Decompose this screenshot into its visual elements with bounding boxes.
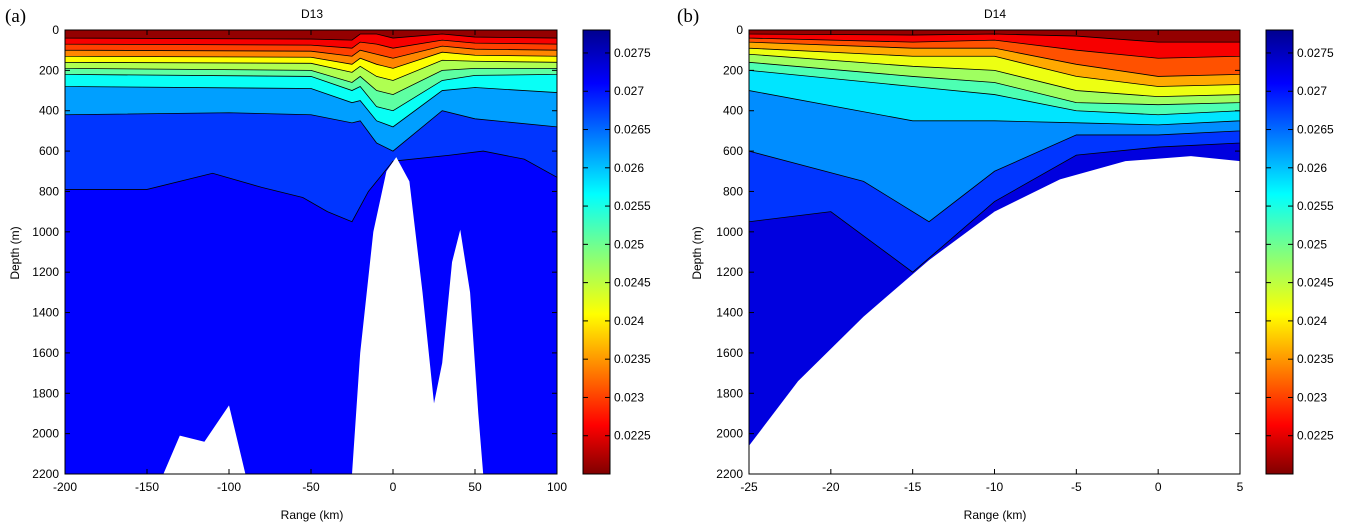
panel-b-colorbar-ticks: 0.0275 0.027 0.0265 0.026 0.0255 0.025 0.0245 0… [1266,46,1334,443]
colorbar-tick-label: 0.0275 [1297,46,1334,60]
y-tick-label: 0 [736,23,743,37]
y-tick-label: 400 [39,104,59,118]
x-tick-label: 0 [1155,480,1162,494]
panel-a-colorbar [582,29,611,475]
panel-a-plot-area [65,30,557,474]
panel-b: (b) D14 -25 -20 -15 -10 -5 0 5 0 200 400 600 800 100… [677,6,1334,522]
panel-a-title: D13 [301,7,323,21]
colorbar-tick-label: 0.0275 [614,46,651,60]
x-tick-label: 100 [547,480,567,494]
panel-a-label: (a) [5,6,26,27]
colorbar-tick-label: 0.0235 [1297,352,1334,366]
panel-a-axes: -200 -150 -100 -50 0 50 1000200400600800100012… [32,23,567,494]
x-tick-label: -25 [740,480,758,494]
y-tick-label: 1000 [32,225,59,239]
panel-b-title: D14 [984,7,1006,21]
colorbar-tick-label: 0.024 [1297,314,1327,328]
colorbar-tick-label: 0.0225 [614,429,651,443]
x-tick-label: 50 [468,480,482,494]
panel-b-y-axis-label: Depth (m) [690,226,704,279]
y-tick-label: 800 [39,184,59,198]
y-tick-label: 1600 [716,346,743,360]
y-tick-label: 600 [723,144,743,158]
colorbar-tick-label: 0.027 [614,84,644,98]
y-tick-label: 2200 [716,467,743,481]
colorbar-tick-label: 0.025 [1297,237,1327,251]
x-tick-label: -20 [822,480,840,494]
y-tick-label: 600 [39,144,59,158]
colorbar-tick-label: 0.025 [614,237,644,251]
colorbar-tick-label: 0.0255 [614,199,651,213]
y-tick-label: 200 [723,63,743,77]
panel-a-x-axis-label: Range (km) [281,508,344,522]
x-tick-label: -5 [1071,480,1082,494]
y-tick-label: 1800 [716,386,743,400]
y-tick-label: 1800 [32,386,59,400]
colorbar-tick-label: 0.0265 [1297,123,1334,137]
x-tick-label: 0 [390,480,397,494]
y-tick-label: 1200 [716,265,743,279]
y-tick-label: 0 [52,23,59,37]
colorbar-tick-label: 0.0245 [1297,276,1334,290]
x-tick-label: -15 [904,480,922,494]
x-tick-label: -100 [217,480,241,494]
y-tick-label: 1400 [32,306,59,320]
panel-b-colorbar [1265,29,1294,475]
x-tick-label: -200 [53,480,77,494]
colorbar-tick-label: 0.0265 [614,123,651,137]
y-tick-label: 2200 [32,467,59,481]
colorbar-tick-label: 0.0235 [614,352,651,366]
x-tick-label: -50 [302,480,320,494]
colorbar-tick-label: 0.026 [1297,161,1327,175]
colorbar-tick-label: 0.0245 [614,276,651,290]
y-tick-label: 1600 [32,346,59,360]
panel-b-x-axis-label: Range (km) [964,508,1027,522]
colorbar-tick-label: 0.024 [614,314,644,328]
seafloor-mask [65,157,557,474]
colorbar-tick-label: 0.027 [1297,84,1327,98]
contour-layer [749,30,1240,43]
panel-b-plot-area [749,30,1240,474]
x-tick-label: -150 [135,480,159,494]
y-tick-label: 1000 [716,225,743,239]
y-tick-label: 800 [723,184,743,198]
x-tick-label: -10 [986,480,1004,494]
y-tick-label: 200 [39,63,59,77]
colorbar-tick-label: 0.0225 [1297,429,1334,443]
colorbar-tick-label: 0.0255 [1297,199,1334,213]
y-tick-label: 1200 [32,265,59,279]
panel-a-y-axis-label: Depth (m) [8,226,22,279]
colorbar-tick-label: 0.023 [1297,390,1327,404]
panel-b-label: (b) [677,6,699,27]
contour-layer [65,30,557,41]
x-tick-label: 5 [1237,480,1244,494]
y-tick-label: 1400 [716,306,743,320]
colorbar-tick-label: 0.026 [614,161,644,175]
y-tick-label: 2000 [716,427,743,441]
panel-b-axes: -25 -20 -15 -10 -5 0 5 0 200 400 600 800 1000 1200 140… [716,23,1243,494]
colorbar-tick-label: 0.023 [614,390,644,404]
panel-a: (a) D13 -200 -150 -100 -50 0 50 10002004006008… [5,6,651,522]
panel-a-colorbar-ticks: 0.0275 0.027 0.0265 0.026 0.0255 0.025 0.0245 0… [583,46,651,443]
y-tick-label: 2000 [32,427,59,441]
y-tick-label: 400 [723,104,743,118]
seafloor-mask [749,156,1240,474]
